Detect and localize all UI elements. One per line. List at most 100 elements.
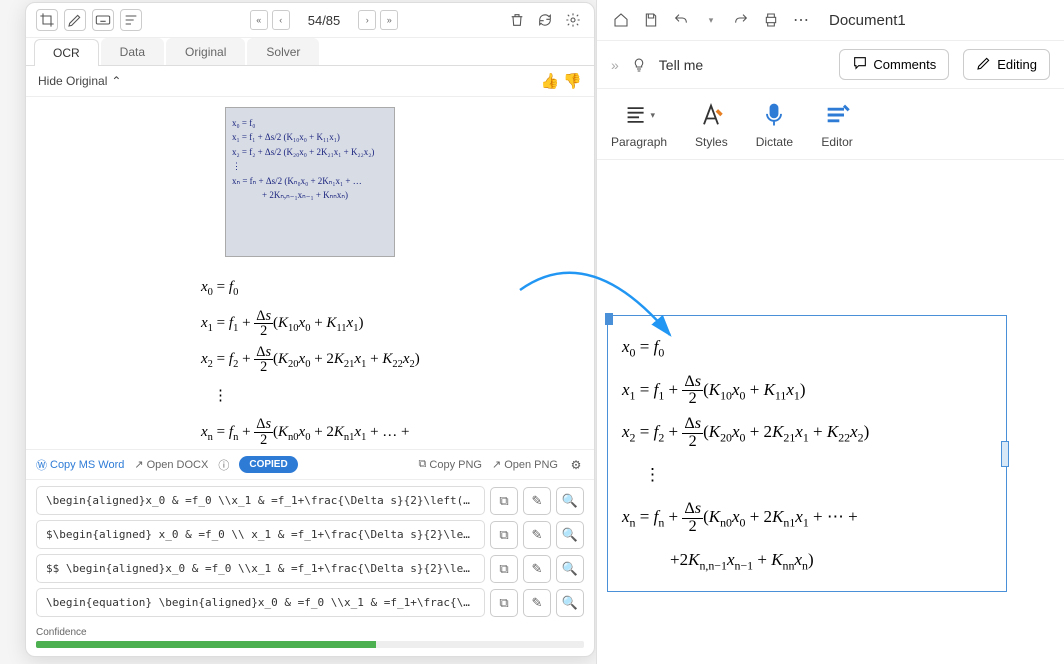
search-code-button[interactable]: 🔍 — [556, 487, 584, 515]
ribbon-paragraph[interactable]: ▾ Paragraph — [611, 99, 667, 149]
pager-nav-right: › » — [358, 10, 398, 30]
copy-word-button[interactable]: ⓌCopy MS Word — [36, 457, 124, 473]
code-row: $$ \begin{aligned}x_0 & =f_0 \\x_1 & =f_… — [36, 554, 584, 583]
tab-original[interactable]: Original — [166, 38, 245, 65]
open-icon: ↗ — [134, 458, 143, 471]
copy-icon: ⧉ — [419, 458, 427, 471]
nav-first-button[interactable]: « — [250, 10, 268, 30]
page-indicator: 54/85 — [296, 13, 353, 28]
word-canvas: x0 = f0 x1 = f1 + Δs2(K10x0 + K11x1) x2 … — [597, 160, 1064, 200]
eq-box-handle[interactable] — [1001, 441, 1009, 467]
edit-code-button[interactable]: ✎ — [523, 555, 551, 583]
latex-code-box[interactable]: $\begin{aligned} x_0 & =f_0 \\ x_1 & =f_… — [36, 520, 485, 549]
thumbs-up-icon[interactable]: 👍 — [541, 72, 560, 90]
tellme-text[interactable]: Tell me — [659, 57, 703, 73]
nav-next-button[interactable]: › — [358, 10, 376, 30]
open-docx-button[interactable]: ↗Open DOCX — [134, 458, 208, 471]
tab-data[interactable]: Data — [101, 38, 164, 65]
edit-code-button[interactable]: ✎ — [523, 487, 551, 515]
edit-code-button[interactable]: ✎ — [523, 589, 551, 617]
app-toolbar: « ‹ 54/85 › » — [26, 3, 594, 38]
copy-code-button[interactable]: ⧉ — [490, 521, 518, 549]
search-code-button[interactable]: 🔍 — [556, 521, 584, 549]
tab-solver[interactable]: Solver — [247, 38, 319, 65]
sliders-icon[interactable]: ⚙ — [568, 457, 584, 473]
copy-code-button[interactable]: ⧉ — [490, 555, 518, 583]
thumbs-down-icon[interactable]: 👎 — [563, 72, 582, 90]
word-icon: Ⓦ — [36, 457, 47, 473]
dictate-icon — [758, 99, 790, 131]
comment-icon — [852, 55, 868, 74]
bulb-icon — [629, 55, 649, 75]
breadcrumb-chevron-icon: » — [611, 57, 619, 73]
more-icon[interactable]: ⋯ — [791, 10, 811, 30]
print-icon[interactable] — [761, 10, 781, 30]
refresh-icon[interactable] — [534, 9, 556, 31]
chevron-up-icon: ⌃ — [111, 74, 121, 88]
undo-icon[interactable] — [671, 10, 691, 30]
search-code-button[interactable]: 🔍 — [556, 589, 584, 617]
hide-original-row: Hide Original ⌃ 👍 👎 — [26, 66, 594, 97]
copied-badge: COPIED — [239, 456, 297, 473]
search-code-button[interactable]: 🔍 — [556, 555, 584, 583]
editor-icon — [821, 99, 853, 131]
pager-nav: « ‹ — [250, 10, 290, 30]
copy-code-button[interactable]: ⧉ — [490, 487, 518, 515]
confidence-bar — [36, 641, 584, 648]
code-output-list: \begin{aligned}x_0 & =f_0 \\x_1 & =f_1+\… — [26, 480, 594, 623]
copy-png-button[interactable]: ⧉Copy PNG — [419, 458, 482, 471]
code-row: $\begin{aligned} x_0 & =f_0 \\ x_1 & =f_… — [36, 520, 584, 549]
original-image-region: x₀ = f₀ x₁ = f₁ + Δs/2 (K₁₀x₀ + K₁₁x₁) x… — [26, 97, 594, 261]
crop-icon[interactable] — [36, 9, 58, 31]
document-title: Document1 — [829, 12, 906, 29]
trash-icon[interactable] — [506, 9, 528, 31]
nav-prev-button[interactable]: ‹ — [272, 10, 290, 30]
hide-original-label: Hide Original — [38, 74, 107, 88]
word-window: ▾ ⋯ Document1 » Tell me Comments Editing… — [596, 0, 1064, 664]
word-ribbon: ▾ Paragraph Styles Dictate Editor — [597, 89, 1064, 160]
undo-chevron-icon[interactable]: ▾ — [701, 10, 721, 30]
eq-box-tab-icon — [605, 313, 613, 325]
ribbon-dictate[interactable]: Dictate — [756, 99, 793, 149]
word-title-bar: ▾ ⋯ Document1 — [597, 0, 1064, 41]
redo-icon[interactable] — [731, 10, 751, 30]
content-area: x₀ = f₀ x₁ = f₁ + Δs/2 (K₁₀x₀ + K₁₁x₁) x… — [26, 97, 594, 449]
hide-original-toggle[interactable]: Hide Original ⌃ — [38, 74, 121, 88]
word-equation-content: x0 = f0 x1 = f1 + Δs2(K10x0 + K11x1) x2 … — [622, 326, 996, 581]
nav-last-button[interactable]: » — [380, 10, 398, 30]
ribbon-styles[interactable]: Styles — [695, 99, 728, 149]
tab-row: OCR Data Original Solver — [26, 38, 594, 66]
styles-icon — [695, 99, 727, 131]
feedback-thumbs: 👍 👎 — [541, 72, 582, 90]
comments-button[interactable]: Comments — [839, 49, 949, 80]
editing-button[interactable]: Editing — [963, 49, 1050, 80]
lines-icon[interactable] — [120, 9, 142, 31]
latex-code-box[interactable]: \begin{aligned}x_0 & =f_0 \\x_1 & =f_1+\… — [36, 486, 485, 515]
latex-code-box[interactable]: \begin{equation} \begin{aligned}x_0 & =f… — [36, 588, 485, 617]
rendered-latex: x0 = f0 x1 = f1 + Δs2(K10x0 + K11x1) x2 … — [26, 261, 594, 449]
ocr-app-window: « ‹ 54/85 › » OCR Data Original Solver H… — [25, 2, 595, 657]
ribbon-editor[interactable]: Editor — [821, 99, 853, 149]
confidence-fill — [36, 641, 376, 648]
equation-box[interactable]: x0 = f0 x1 = f1 + Δs2(K10x0 + K11x1) x2 … — [607, 315, 1007, 592]
save-icon[interactable] — [641, 10, 661, 30]
open-png-button[interactable]: ↗Open PNG — [492, 458, 558, 471]
confidence-row: Confidence — [26, 623, 594, 656]
copy-code-button[interactable]: ⧉ — [490, 589, 518, 617]
code-row: \begin{equation} \begin{aligned}x_0 & =f… — [36, 588, 584, 617]
tab-ocr[interactable]: OCR — [34, 39, 99, 66]
pen-icon[interactable] — [64, 9, 86, 31]
paragraph-icon: ▾ — [623, 99, 655, 131]
word-tellme-row: » Tell me Comments Editing — [597, 41, 1064, 89]
keyboard-icon[interactable] — [92, 9, 114, 31]
latex-code-box[interactable]: $$ \begin{aligned}x_0 & =f_0 \\x_1 & =f_… — [36, 554, 485, 583]
help-icon[interactable]: ⓘ — [218, 457, 229, 473]
handwritten-photo: x₀ = f₀ x₁ = f₁ + Δs/2 (K₁₀x₀ + K₁₁x₁) x… — [225, 107, 395, 257]
confidence-label: Confidence — [36, 627, 584, 638]
edit-code-button[interactable]: ✎ — [523, 521, 551, 549]
home-icon[interactable] — [611, 10, 631, 30]
open-icon: ↗ — [492, 458, 501, 471]
pencil-icon — [976, 55, 992, 74]
settings-icon[interactable] — [562, 9, 584, 31]
action-bar: ⓌCopy MS Word ↗Open DOCX ⓘ COPIED ⧉Copy … — [26, 449, 594, 480]
